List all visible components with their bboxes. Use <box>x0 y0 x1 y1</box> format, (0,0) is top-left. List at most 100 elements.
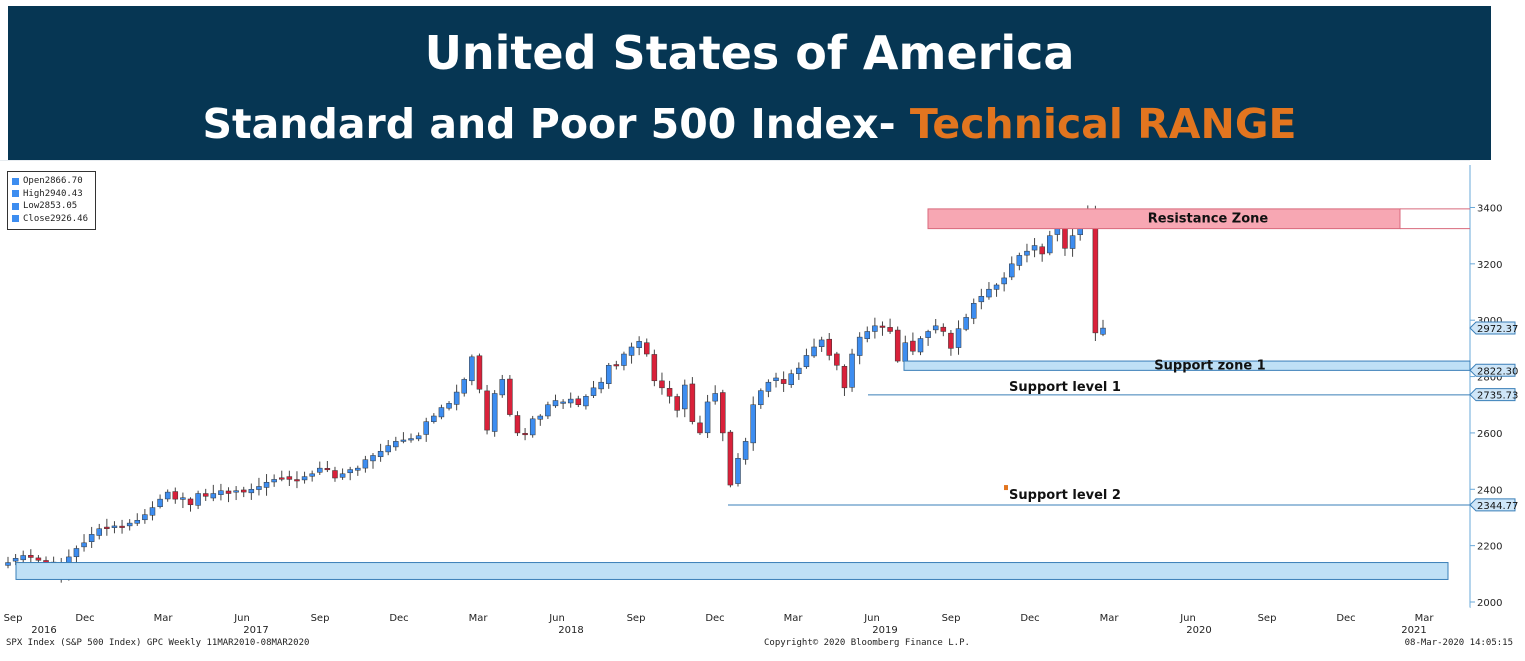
candle-body <box>225 490 232 494</box>
candle-body <box>659 380 665 389</box>
legend-low: Low 2853.05 <box>12 200 95 213</box>
price-tag-label: 2822.30 <box>1477 366 1518 377</box>
candle-body <box>28 555 34 558</box>
legend-close: Close 2926.46 <box>12 213 95 226</box>
candle-body <box>149 507 156 516</box>
candle-body <box>666 388 673 397</box>
candle-body <box>522 433 528 436</box>
candle-body <box>750 404 756 444</box>
candle-body <box>811 346 817 357</box>
x-month-label: Sep <box>4 613 23 624</box>
candle-body <box>1031 245 1038 251</box>
candle-body <box>324 468 331 471</box>
candle-body <box>301 476 308 481</box>
candle-body <box>431 415 437 422</box>
candle-body <box>317 467 323 473</box>
candle-body <box>415 435 422 440</box>
candle-body <box>408 438 414 441</box>
candle-body <box>187 498 194 506</box>
price-tag-label: 2972.37 <box>1477 324 1518 335</box>
candle-body <box>202 493 209 497</box>
candle-body <box>704 401 711 434</box>
candle-body <box>758 390 764 406</box>
x-month-label: Jun <box>233 613 250 624</box>
candle-body <box>925 331 931 338</box>
x-year-label: 2018 <box>558 625 583 636</box>
candle-body <box>735 458 741 484</box>
resistance-zone <box>927 208 1401 230</box>
candle-body <box>233 490 239 493</box>
x-month-label: Mar <box>1415 613 1435 624</box>
candle-body <box>514 415 521 434</box>
title-banner: United States of America Standard and Po… <box>8 6 1491 160</box>
candle-body <box>309 473 315 477</box>
candle-body <box>598 381 604 390</box>
candle-body <box>940 326 947 332</box>
candle-body <box>484 390 490 431</box>
candle-body <box>872 325 878 332</box>
y-tick-label: 2400 <box>1477 485 1502 496</box>
x-month-label: Mar <box>154 613 174 624</box>
candle-body <box>1100 327 1106 335</box>
candle-body <box>453 391 460 405</box>
candle-body <box>12 558 19 562</box>
candle-body <box>438 407 445 418</box>
x-year-label: 2020 <box>1186 625 1211 636</box>
candle-body <box>712 393 718 402</box>
candle-body <box>469 356 475 382</box>
candle-body <box>651 354 658 382</box>
candle-body <box>575 398 582 405</box>
candle-body <box>788 373 794 385</box>
candle-body <box>1009 263 1015 278</box>
candle-body <box>697 422 703 434</box>
candle-body <box>917 338 924 353</box>
candle-body <box>894 329 901 362</box>
candle-body <box>978 295 985 303</box>
candle-body <box>682 384 688 410</box>
x-month-label: Jun <box>1179 613 1196 624</box>
candle-body <box>803 355 810 368</box>
candle-body <box>104 526 110 529</box>
candle-body <box>400 439 407 442</box>
subtitle-main: Standard and Poor 500 Index- <box>202 100 910 148</box>
candle-body <box>765 381 772 392</box>
candle-body <box>1047 235 1053 254</box>
legend-high: High 2940.43 <box>12 188 95 201</box>
x-month-label: Dec <box>75 613 94 624</box>
x-month-label: Mar <box>469 613 489 624</box>
candle-body <box>841 366 848 389</box>
subtitle-accent: Technical RANGE <box>909 100 1297 148</box>
x-month-label: Dec <box>1020 613 1039 624</box>
base-support-band <box>15 562 1449 580</box>
candle-body <box>613 364 620 367</box>
candle-body <box>423 421 429 435</box>
candle-body <box>986 288 992 298</box>
candle-body <box>948 332 954 349</box>
candle-body <box>993 284 1000 290</box>
candle-body <box>796 367 802 375</box>
candle-body <box>393 441 399 448</box>
y-tick-label: 2800 <box>1477 373 1502 384</box>
candle-body <box>476 355 483 390</box>
candle-body <box>879 325 886 328</box>
y-tick-label: 3200 <box>1477 260 1502 271</box>
candle-body <box>218 490 224 495</box>
candle-body <box>727 431 734 486</box>
candle-body <box>856 336 863 356</box>
candle-body <box>370 455 376 462</box>
candle-body <box>111 525 118 528</box>
footer-timestamp: 08-Mar-2020 14:05:15 <box>1404 638 1513 648</box>
candle-body <box>355 467 361 471</box>
candle-body <box>294 479 300 482</box>
candle-body <box>96 528 102 536</box>
footer-source: SPX Index (S&P 500 Index) GPC Weekly 11M… <box>6 638 310 648</box>
support-level-1-label: Support level 1 <box>1009 380 1121 395</box>
x-month-label: Mar <box>784 613 804 624</box>
candle-body <box>73 548 80 558</box>
candle-body <box>780 379 787 384</box>
support-zone-1-label: Support zone 1 <box>1154 358 1265 373</box>
candle-body <box>499 379 506 396</box>
x-year-label: 2019 <box>872 625 897 636</box>
price-tag <box>1469 321 1516 335</box>
price-tag <box>1469 498 1516 512</box>
